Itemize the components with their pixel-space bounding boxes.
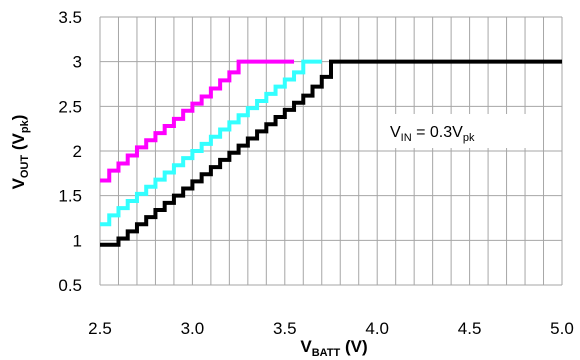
- grid: [99, 16, 563, 286]
- x-tick-label: 2.5: [88, 319, 112, 338]
- y-tick-label: 1.5: [58, 187, 82, 206]
- y-tick-label: 2.5: [58, 97, 82, 116]
- x-tick-label: 4.0: [365, 319, 389, 338]
- svg-text:VIN = 0.3Vpk: VIN = 0.3Vpk: [390, 124, 475, 144]
- vin-annotation: VIN = 0.3Vpk: [384, 114, 534, 148]
- series-line-2: [100, 59, 322, 227]
- series-line-1: [100, 59, 295, 183]
- series-group: [100, 59, 562, 247]
- y-tick-label: 3.5: [58, 8, 82, 27]
- x-tick-label: 3.5: [273, 319, 297, 338]
- y-axis-label: VOUT (Vpk): [9, 115, 31, 190]
- y-tick-label: 0.5: [58, 276, 82, 295]
- annotation-box: [384, 114, 534, 148]
- x-axis-label: VBATT (V): [300, 337, 367, 359]
- y-tick-label: 3: [73, 53, 82, 72]
- tick-labels: 2.5 3.0 3.5 4.0 4.5 5.0 0.5 1 1.5 2 2.5 3 3.5: [58, 8, 573, 338]
- x-tick-label: 5.0: [550, 319, 574, 338]
- y-tick-label: 2: [73, 142, 82, 161]
- series-line-3: [100, 59, 562, 247]
- x-tick-label: 4.5: [458, 319, 482, 338]
- y-tick-label: 1: [73, 231, 82, 250]
- x-tick-label: 3.0: [181, 319, 205, 338]
